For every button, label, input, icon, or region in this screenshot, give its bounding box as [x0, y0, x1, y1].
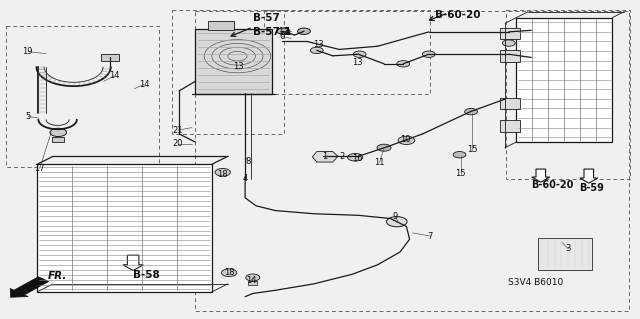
- Text: 3: 3: [566, 244, 571, 253]
- Text: 21: 21: [173, 126, 183, 135]
- Bar: [172, 10, 284, 134]
- Circle shape: [398, 136, 415, 145]
- Circle shape: [298, 28, 310, 34]
- Text: 8: 8: [246, 157, 251, 166]
- Bar: [52, 137, 64, 142]
- Text: 14: 14: [246, 276, 257, 285]
- Text: 7: 7: [428, 232, 433, 241]
- Polygon shape: [312, 152, 338, 162]
- Circle shape: [422, 51, 435, 57]
- Text: 13: 13: [314, 40, 324, 49]
- Bar: [248, 281, 257, 285]
- Bar: [195, 11, 629, 311]
- FancyArrow shape: [580, 169, 598, 183]
- Text: 2: 2: [340, 152, 345, 161]
- Text: 12: 12: [278, 27, 289, 36]
- Circle shape: [377, 144, 391, 151]
- Bar: [101, 54, 119, 61]
- Bar: [500, 120, 520, 132]
- Circle shape: [453, 152, 466, 158]
- Text: 16: 16: [352, 154, 362, 163]
- Bar: [506, 10, 630, 179]
- Bar: [500, 50, 520, 62]
- Text: B-60-20: B-60-20: [531, 180, 573, 190]
- Text: 14: 14: [109, 71, 119, 80]
- Text: 17: 17: [35, 164, 45, 173]
- Bar: [264, 10, 430, 94]
- Circle shape: [310, 47, 323, 54]
- FancyArrow shape: [10, 277, 49, 297]
- Text: 13: 13: [352, 58, 362, 67]
- Circle shape: [502, 40, 515, 46]
- Circle shape: [353, 51, 366, 57]
- Circle shape: [465, 108, 477, 115]
- Bar: [6, 26, 159, 167]
- Bar: [37, 164, 212, 292]
- Text: 19: 19: [22, 47, 32, 56]
- Text: 10: 10: [400, 135, 410, 144]
- Text: 18: 18: [218, 170, 228, 179]
- FancyArrow shape: [123, 255, 143, 271]
- Text: B-59: B-59: [579, 183, 604, 193]
- Circle shape: [277, 28, 290, 34]
- Bar: [500, 98, 520, 109]
- Text: 13: 13: [234, 62, 244, 71]
- Text: 9: 9: [393, 212, 398, 221]
- Bar: [195, 29, 272, 94]
- FancyArrow shape: [532, 169, 550, 182]
- Text: 6: 6: [279, 32, 284, 41]
- Bar: [500, 28, 520, 39]
- Text: 15: 15: [456, 169, 466, 178]
- Circle shape: [50, 128, 67, 137]
- Text: B-57: B-57: [253, 13, 280, 23]
- Text: B-60-20: B-60-20: [435, 10, 481, 19]
- Bar: [208, 21, 234, 30]
- Text: FR.: FR.: [48, 271, 67, 281]
- Text: 20: 20: [173, 139, 183, 148]
- Text: 18: 18: [224, 268, 234, 277]
- Circle shape: [348, 153, 363, 161]
- Text: B-57-1: B-57-1: [253, 27, 291, 37]
- Text: 14: 14: [139, 80, 149, 89]
- Text: B-58: B-58: [133, 270, 160, 279]
- Circle shape: [215, 168, 230, 176]
- Text: 5: 5: [26, 112, 31, 121]
- Text: 15: 15: [467, 145, 477, 154]
- Bar: [516, 18, 612, 142]
- Circle shape: [246, 274, 260, 281]
- Text: 11: 11: [374, 158, 385, 167]
- Text: S3V4 B6010: S3V4 B6010: [508, 278, 563, 286]
- Circle shape: [397, 61, 410, 67]
- Circle shape: [221, 269, 237, 277]
- Text: 4: 4: [243, 174, 248, 183]
- Circle shape: [387, 217, 407, 227]
- Bar: [538, 238, 592, 270]
- Text: 1: 1: [323, 152, 328, 161]
